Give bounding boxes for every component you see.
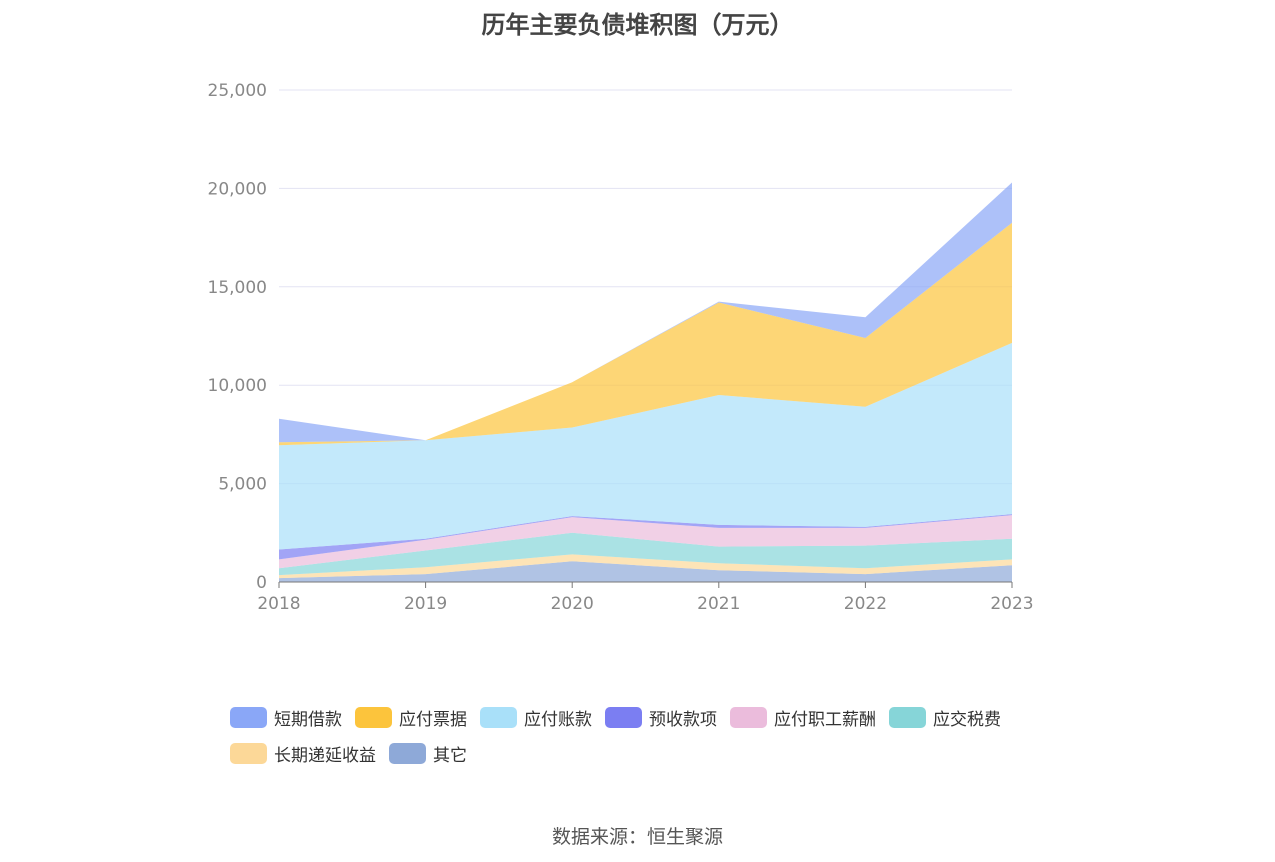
y-tick-label: 5,000 [218, 475, 267, 495]
legend-item[interactable]: 应付票据 [355, 706, 467, 730]
area-应付票据 [279, 222, 1012, 446]
x-tick-label: 2021 [697, 594, 740, 614]
y-tick-label: 10,000 [208, 376, 267, 396]
legend-swatch [230, 742, 267, 764]
area-应付账款 [279, 342, 1012, 550]
x-tick-label: 2022 [844, 594, 887, 614]
x-tick-label: 2023 [990, 594, 1033, 614]
legend-item[interactable]: 应付职工薪酬 [730, 706, 876, 730]
legend-item[interactable]: 短期借款 [230, 706, 342, 730]
x-tick-label: 2018 [257, 594, 300, 614]
area-series-layer [279, 182, 1012, 582]
legend-label: 应付票据 [399, 709, 467, 730]
area-其它 [279, 561, 1012, 582]
legend: 短期借款 应付票据 应付账款 预收款项 应付职工薪酬 应交税费长期递延收益 其它 [230, 706, 1080, 778]
area-长期递延收益 [279, 554, 1012, 579]
y-tick-label: 20,000 [208, 179, 267, 199]
legend-label: 预收款项 [649, 709, 717, 730]
legend-swatch [230, 706, 267, 728]
area-应交税费 [279, 532, 1012, 576]
legend-label: 应付账款 [524, 709, 592, 730]
legend-swatch [389, 742, 426, 764]
legend-label: 其它 [433, 745, 467, 766]
legend-swatch [605, 706, 642, 728]
y-tick-label: 0 [256, 573, 267, 593]
stacked-area-chart: 0 5,000 10,000 15,000 20,000 25,000 2018 2019 20… [208, 81, 1034, 614]
legend-swatch [480, 706, 517, 728]
legend-swatch [889, 706, 926, 728]
legend-swatch [730, 706, 767, 728]
x-tick-label: 2020 [551, 594, 594, 614]
y-tick-label: 15,000 [208, 278, 267, 298]
x-tick-label: 2019 [404, 594, 447, 614]
legend-item[interactable]: 应交税费 [889, 706, 1001, 730]
legend-item[interactable]: 预收款项 [605, 706, 717, 730]
area-应付职工薪酬 [279, 515, 1012, 569]
legend-label: 应交税费 [933, 709, 1001, 730]
legend-label: 应付职工薪酬 [774, 709, 876, 730]
axes: 0 5,000 10,000 15,000 20,000 25,000 2018 2019 20… [208, 81, 1034, 614]
chart-title: 历年主要负债堆积图（万元） [481, 11, 794, 39]
legend-item[interactable]: 其它 [389, 742, 467, 766]
legend-label: 短期借款 [274, 709, 342, 730]
legend-item[interactable]: 应付账款 [480, 706, 592, 730]
legend-swatch [355, 706, 392, 728]
legend-item[interactable]: 长期递延收益 [230, 742, 376, 766]
legend-label: 长期递延收益 [274, 745, 376, 766]
y-tick-label: 25,000 [208, 81, 267, 101]
source-note: 数据来源：恒生聚源 [551, 826, 723, 848]
